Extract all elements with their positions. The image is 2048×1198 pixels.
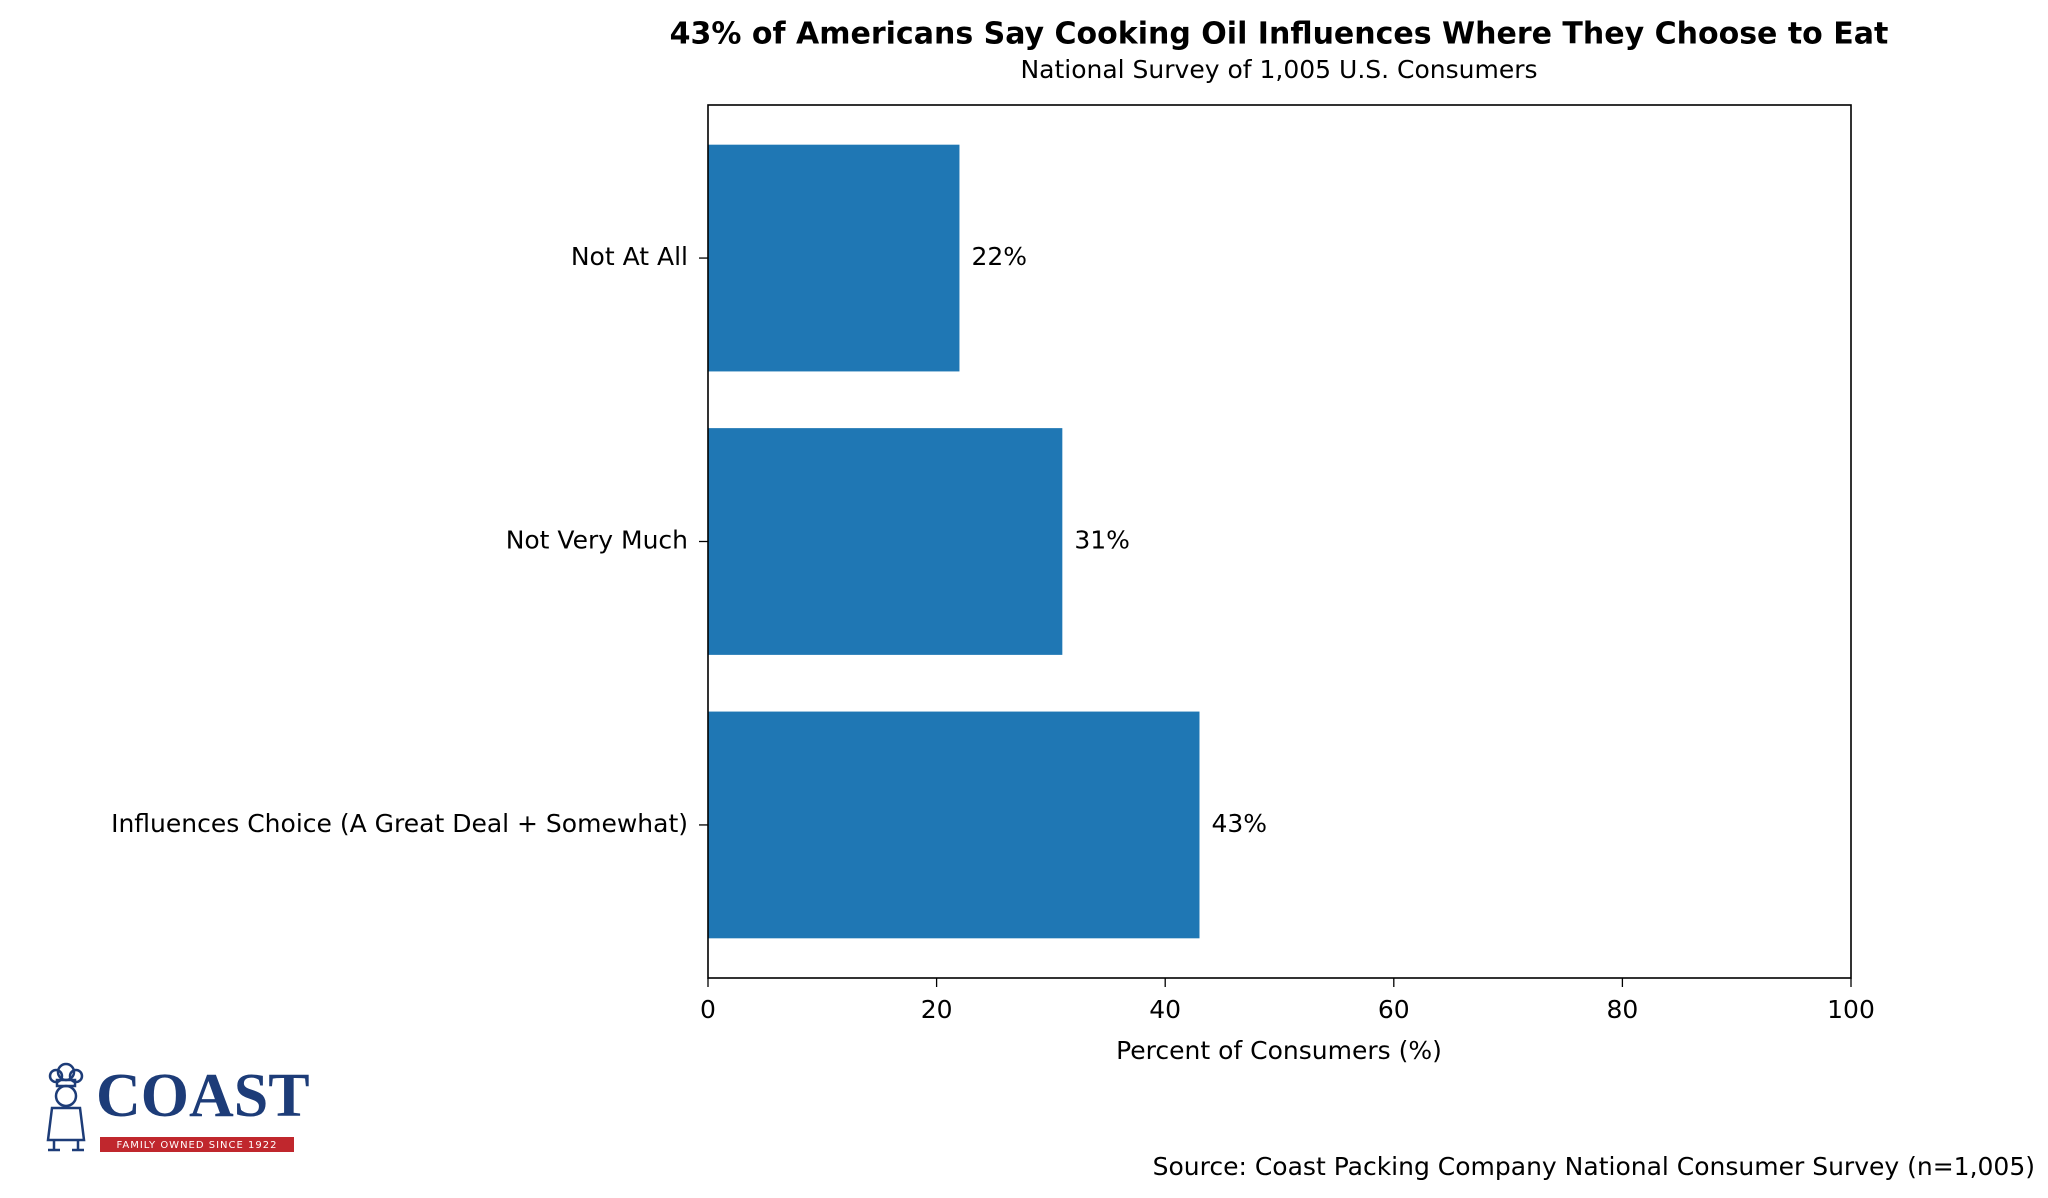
x-tick-label: 40 bbox=[1149, 995, 1181, 1024]
logo-band bbox=[100, 1137, 294, 1152]
y-tick-label: Not Very Much bbox=[506, 526, 688, 555]
value-label: 31% bbox=[1074, 526, 1130, 555]
chart-subtitle: National Survey of 1,005 U.S. Consumers bbox=[1020, 55, 1537, 84]
x-tick-label: 100 bbox=[1827, 995, 1875, 1024]
bar bbox=[708, 711, 1200, 939]
source-note: Source: Coast Packing Company National C… bbox=[1153, 1152, 2035, 1181]
bar bbox=[708, 428, 1063, 655]
logo-name: COAST bbox=[96, 1062, 310, 1130]
axes-frame bbox=[707, 104, 1852, 979]
x-tick-label: 60 bbox=[1378, 995, 1410, 1024]
y-tick-label: Not At All bbox=[571, 242, 688, 271]
logo-chef-icon bbox=[46, 1062, 86, 1152]
value-label: 43% bbox=[1211, 809, 1267, 838]
logo: COAST FAMILY OWNED SINCE 1922 bbox=[46, 1062, 310, 1152]
chart-title: 43% of Americans Say Cooking Oil Influen… bbox=[670, 17, 1889, 52]
value-label: 22% bbox=[971, 242, 1027, 271]
x-tick-label: 80 bbox=[1606, 995, 1638, 1024]
x-tick-label: 20 bbox=[921, 995, 953, 1024]
x-axis-label: Percent of Consumers (%) bbox=[1116, 1036, 1442, 1065]
logo-tagline: FAMILY OWNED SINCE 1922 bbox=[117, 1140, 278, 1151]
bar bbox=[708, 144, 960, 372]
y-tick-label: Influences Choice (A Great Deal + Somewh… bbox=[111, 809, 688, 838]
x-tick-label: 0 bbox=[700, 995, 716, 1024]
